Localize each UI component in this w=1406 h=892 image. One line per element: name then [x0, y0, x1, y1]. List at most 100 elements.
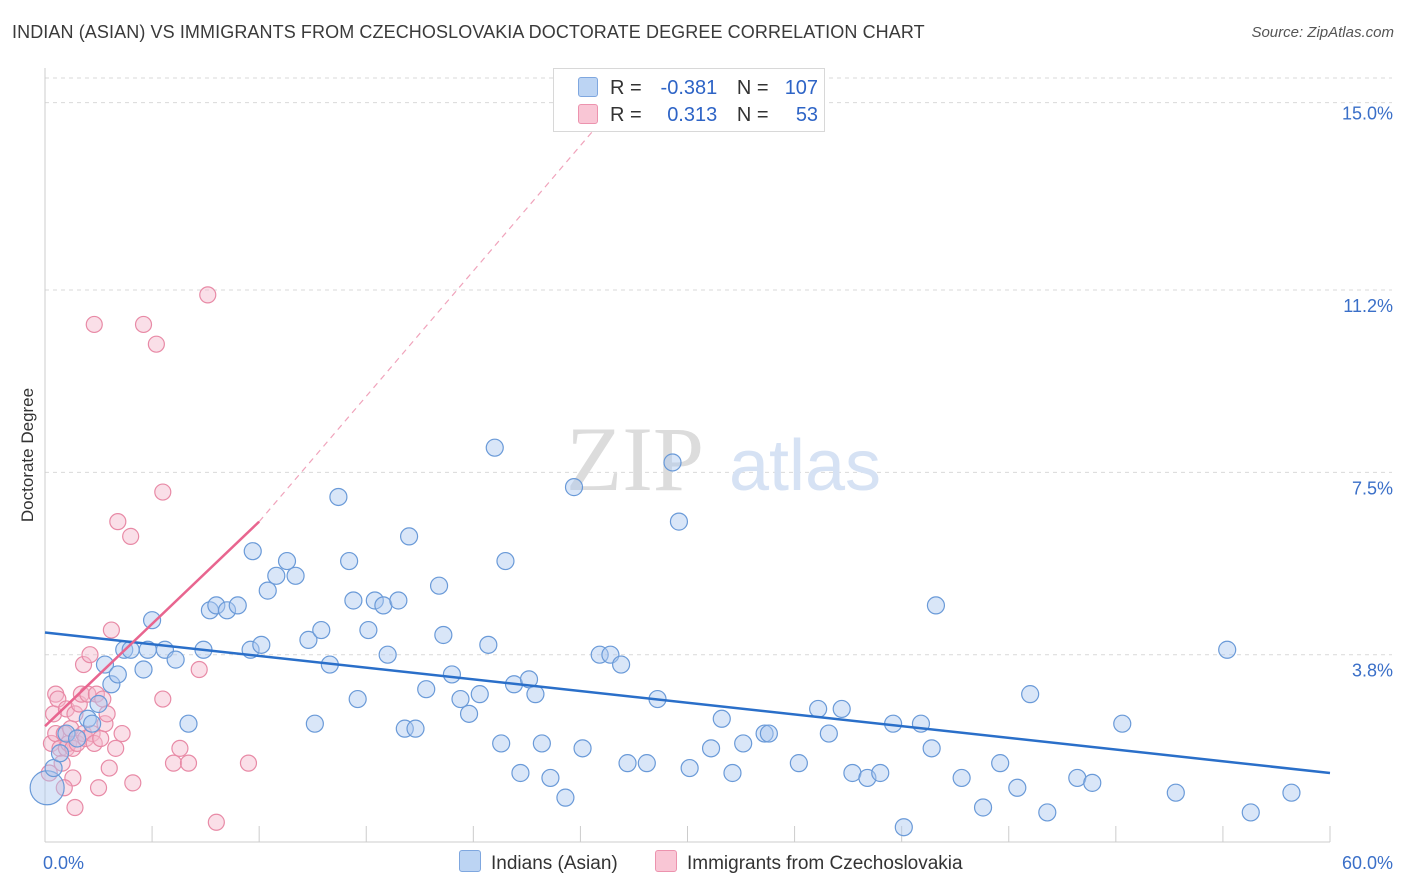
point-indians [789, 754, 808, 773]
point-indians [470, 685, 489, 704]
point-indians [228, 596, 247, 615]
point-indians [701, 739, 721, 758]
point-indians [511, 763, 530, 783]
point-indians [299, 630, 318, 650]
point-indians [142, 611, 162, 630]
point-indians [179, 714, 198, 733]
legend-row-pink: R = 0.313 N = 53 [578, 104, 818, 126]
point-czechoslovakia [190, 660, 208, 679]
point-indians [312, 620, 331, 640]
series-swatch-blue [459, 850, 481, 872]
point-indians [451, 689, 470, 709]
series-legend-item-czechoslovakia[interactable]: Immigrants from Czechoslovakia [655, 850, 963, 875]
point-indians [166, 650, 185, 669]
point-indians [991, 754, 1010, 773]
point-indians [434, 625, 453, 645]
legend-n-value-blue: 107 [784, 77, 819, 99]
point-indians [134, 660, 153, 679]
point-indians [819, 724, 838, 743]
point-indians [29, 770, 65, 806]
point-indians [618, 754, 637, 773]
point-indians [612, 655, 631, 674]
point-indians [1008, 778, 1027, 797]
point-indians [95, 655, 115, 674]
point-indians [564, 478, 584, 497]
point-indians [663, 453, 682, 472]
point-czechoslovakia [199, 286, 217, 304]
point-indians [207, 596, 226, 615]
point-indians [89, 694, 108, 714]
blue-points-layer [29, 438, 1301, 837]
point-czechoslovakia [164, 754, 183, 772]
point-indians [108, 665, 127, 684]
legend-r-label: R = [610, 77, 642, 99]
point-indians [359, 620, 378, 640]
point-indians [590, 645, 609, 664]
point-indians [340, 551, 359, 571]
point-indians [50, 744, 70, 763]
point-indians [243, 542, 262, 561]
watermark: ZIP atlas [566, 408, 881, 510]
point-indians [680, 758, 699, 778]
watermark-zip: ZIP [566, 408, 704, 510]
point-czechoslovakia [124, 774, 142, 792]
point-indians [809, 699, 828, 719]
correlation-legend: R = -0.381 N = 107 R = 0.313 N = 53 [553, 68, 825, 132]
series-legend-item-indians[interactable]: Indians (Asian) [459, 850, 618, 875]
point-czechoslovakia [66, 798, 84, 817]
point-indians [894, 818, 913, 837]
point-indians [573, 739, 592, 758]
point-indians [526, 685, 545, 704]
y-tick-label: 11.2% [1343, 296, 1393, 316]
trend-line-czechoslovakia [44, 520, 261, 728]
point-indians [1021, 685, 1040, 704]
point-czechoslovakia [102, 621, 120, 639]
point-czechoslovakia [57, 700, 76, 718]
point-czechoslovakia [109, 513, 127, 531]
point-indians [305, 714, 324, 733]
point-indians [348, 689, 367, 709]
point-czechoslovakia [81, 646, 99, 664]
point-indians [1218, 640, 1237, 659]
label-layer: 3.8% 7.5% 11.2% 15.0% 0.0% 60.0% Doctorate Deg… [18, 104, 1393, 873]
point-indians [1113, 714, 1132, 733]
point-indians [83, 714, 102, 733]
point-czechoslovakia [239, 754, 258, 772]
point-czechoslovakia [107, 739, 125, 757]
point-indians [734, 734, 753, 753]
legend-r-value-pink: 0.313 [667, 104, 718, 126]
point-indians [1083, 773, 1102, 792]
point-indians [637, 754, 656, 773]
y-axis-label: Doctorate Degree [18, 388, 37, 522]
series-label-indians: Indians (Asian) [491, 853, 618, 874]
point-indians [1282, 783, 1301, 802]
axis-layer [44, 68, 1331, 843]
point-indians [1241, 803, 1260, 822]
point-indians [429, 576, 449, 595]
point-indians [344, 591, 363, 610]
legend-r-label: R = [610, 104, 642, 126]
point-indians [832, 699, 851, 719]
legend-n-label: N = [736, 104, 769, 126]
legend-n-label: N = [736, 77, 769, 99]
point-czechoslovakia [171, 739, 189, 757]
grid-layer [45, 77, 1392, 656]
point-indians [406, 719, 425, 738]
y-tick-label: 7.5% [1352, 478, 1393, 498]
y-tick-label: 15.0% [1342, 104, 1393, 124]
x-tick-label: 0.0% [43, 853, 84, 873]
point-czechoslovakia [179, 754, 198, 772]
legend-row-blue: R = -0.381 N = 107 [578, 77, 818, 99]
point-indians [759, 724, 778, 743]
y-tick-label: 3.8% [1352, 661, 1393, 681]
pink-points-layer [40, 286, 258, 831]
point-indians [496, 551, 515, 571]
point-czechoslovakia [100, 759, 118, 777]
point-czechoslovakia [207, 813, 225, 831]
point-indians [329, 487, 348, 507]
point-indians [442, 665, 462, 684]
point-indians [1038, 803, 1057, 822]
point-indians [459, 704, 479, 723]
chart-title: INDIAN (ASIAN) VS IMMIGRANTS FROM CZECHO… [12, 22, 925, 42]
